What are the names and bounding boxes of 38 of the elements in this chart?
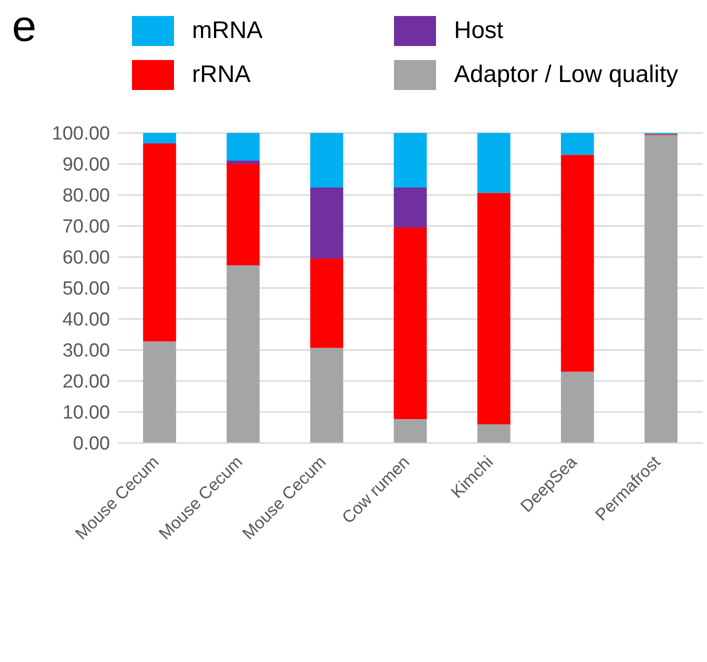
bar	[226, 133, 260, 160]
y-tick-label: 70.00	[62, 216, 110, 238]
bar	[394, 188, 427, 228]
legend-label: Host	[454, 17, 504, 45]
y-tick-label: 40.00	[62, 310, 110, 331]
y-tick-label: 50.00	[62, 278, 110, 300]
bar	[226, 265, 260, 443]
legend-label: Adaptor / Low quality	[454, 61, 678, 89]
y-tick-label: 90.00	[62, 154, 110, 176]
y-tick-label: 0.00	[73, 434, 110, 455]
bar	[477, 424, 510, 443]
bar	[560, 133, 594, 155]
bar	[143, 133, 176, 143]
y-tick-label: 30.00	[62, 340, 110, 362]
bar	[394, 133, 427, 188]
y-tick-label: 10.00	[62, 402, 110, 424]
y-tick-label: 20.00	[62, 372, 110, 393]
bar	[226, 160, 260, 164]
bar	[644, 135, 678, 443]
bar	[477, 192, 510, 424]
y-tick-label: 80.00	[62, 186, 110, 207]
bar	[477, 133, 510, 193]
bar	[310, 258, 344, 348]
bar	[394, 228, 427, 420]
bar	[560, 154, 594, 372]
bar	[226, 164, 260, 266]
bar	[394, 419, 427, 443]
legend-label: rRNA	[192, 61, 251, 89]
bar	[310, 348, 344, 443]
y-tick-label: 100.00	[52, 124, 110, 145]
bar	[560, 372, 594, 443]
y-tick-label: 60.00	[62, 248, 110, 269]
bar	[310, 188, 344, 259]
bar	[310, 133, 344, 188]
chart-title: e	[12, 2, 36, 52]
bar	[143, 144, 176, 342]
legend-label: mRNA	[192, 17, 263, 45]
bar	[143, 341, 176, 443]
